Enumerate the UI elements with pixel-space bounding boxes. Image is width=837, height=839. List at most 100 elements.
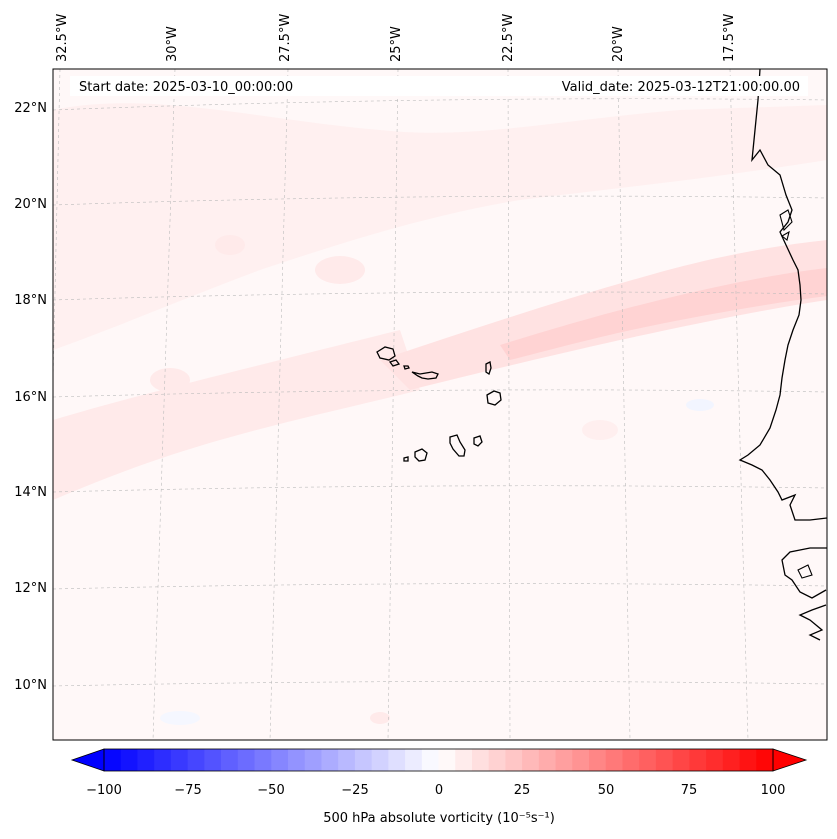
- colorbar-tick-label: 100: [761, 783, 786, 798]
- colorbar-segment: [555, 749, 573, 771]
- valid-date-label: Valid_date: 2025-03-12T21:00:00.00: [562, 80, 800, 95]
- colorbar-segment: [438, 749, 456, 771]
- lon-label: 20°W: [611, 26, 626, 62]
- colorbar-segment: [722, 749, 740, 771]
- header-box: [70, 76, 808, 96]
- colorbar-segment: [137, 749, 155, 771]
- colorbar-segment: [354, 749, 373, 771]
- colorbar-segment: [689, 749, 707, 771]
- colorbar-segment: [639, 749, 657, 771]
- colorbar-segment: [287, 749, 306, 771]
- colorbar-segment: [221, 749, 239, 771]
- colorbar-tick-label: −75: [174, 783, 201, 798]
- colorbar-segment: [672, 749, 690, 771]
- lon-label: 17.5°W: [722, 14, 737, 62]
- colorbar-segment: [488, 749, 506, 771]
- gridlines: [53, 69, 827, 740]
- lat-label: 20°N: [14, 197, 47, 212]
- vorticity-patch: [215, 235, 245, 255]
- colorbar-extend-max: [772, 748, 808, 772]
- colorbar-segment: [622, 749, 640, 771]
- lon-label: 30°W: [165, 26, 180, 62]
- colorbar-segment: [405, 749, 423, 771]
- colorbar-segment: [338, 749, 356, 771]
- colorbar-segment: [304, 749, 322, 771]
- vorticity-patch: [582, 420, 618, 440]
- map-frame: [52, 68, 828, 741]
- colorbar-segment: [371, 749, 389, 771]
- cape-verde-islands: [376, 346, 502, 462]
- colorbar-segment: [572, 749, 590, 771]
- colorbar-segment: [421, 749, 439, 771]
- vorticity-band-southwest: [53, 330, 420, 500]
- colorbar-tick-label: 25: [514, 783, 531, 798]
- lat-label: 18°N: [14, 293, 47, 308]
- colorbar-segment: [254, 749, 272, 771]
- colorbar-segment: [756, 749, 774, 771]
- island-fogo: [414, 448, 428, 462]
- colorbar-ticks: −100 −75 −50 −25 0 25 50 75 100: [86, 783, 785, 798]
- colorbar-segment: [522, 749, 540, 771]
- colorbar-segment: [455, 749, 473, 771]
- colorbar-segment: [388, 749, 406, 771]
- vorticity-patch-negative: [160, 711, 200, 725]
- colorbar-label: 500 hPa absolute vorticity (10⁻⁵s⁻¹): [323, 811, 555, 826]
- island-santiago: [449, 434, 466, 457]
- vorticity-band-northwest: [53, 103, 827, 350]
- island-boa-vista: [486, 390, 502, 406]
- lat-label: 12°N: [14, 581, 47, 596]
- lat-label: 22°N: [14, 101, 47, 116]
- latitude-labels: 22°N 20°N 18°N 16°N 14°N 12°N 10°N: [14, 101, 47, 693]
- colorbar-segment: [187, 749, 205, 771]
- colorbar-extend-min: [70, 748, 105, 772]
- vorticity-patch: [150, 368, 190, 392]
- coast-inlet: [779, 209, 813, 579]
- colorbar-segment: [706, 749, 724, 771]
- vorticity-ribbon-core: [500, 268, 827, 360]
- island-brava: [403, 456, 409, 462]
- vorticity-patch-negative: [686, 399, 714, 411]
- longitude-labels: 32.5°W 30°W 27.5°W 25°W 22.5°W 20°W 17.5…: [55, 14, 737, 62]
- vorticity-patch: [370, 712, 390, 724]
- colorbar-tick-label: −25: [341, 783, 368, 798]
- island-santa-luzia: [403, 365, 410, 370]
- island-sal: [485, 361, 492, 376]
- island-sao-vicente: [388, 359, 401, 367]
- lat-label: 10°N: [14, 678, 47, 693]
- colorbar-segment: [170, 749, 189, 771]
- island-santo-antao: [376, 346, 396, 361]
- colorbar-tick-label: 75: [681, 783, 698, 798]
- island-sao-nicolau: [411, 371, 439, 380]
- colorbar-tick-label: −100: [86, 783, 122, 798]
- map-panel: [53, 69, 827, 740]
- colorbar-segment: [655, 749, 674, 771]
- colorbar-segment: [321, 749, 339, 771]
- colorbar-tick-label: 0: [435, 783, 443, 798]
- colorbar-segment: [505, 749, 523, 771]
- start-date-label: Start date: 2025-03-10_00:00:00: [79, 80, 293, 95]
- lon-label: 25°W: [389, 26, 404, 62]
- lon-label: 32.5°W: [55, 14, 70, 62]
- colorbar-tick-label: 50: [598, 783, 615, 798]
- africa-coastline: [738, 69, 827, 641]
- vorticity-patch: [315, 256, 365, 284]
- lon-label: 27.5°W: [278, 14, 293, 62]
- colorbar-segment: [739, 749, 757, 771]
- colorbar-tick-label: −50: [257, 783, 284, 798]
- colorbar-segment: [605, 749, 623, 771]
- colorbar-segment: [237, 749, 255, 771]
- colorbar-segment: [104, 749, 122, 771]
- lat-label: 16°N: [14, 390, 47, 405]
- colorbar-segment: [271, 749, 289, 771]
- colorbar: −100 −75 −50 −25 0 25 50 75 100 500 hPa …: [70, 748, 808, 826]
- colorbar-segments: [104, 749, 774, 771]
- colorbar-segment: [589, 749, 607, 771]
- colorbar-segment: [538, 749, 556, 771]
- lat-label: 14°N: [14, 485, 47, 500]
- lon-label: 22.5°W: [501, 14, 516, 62]
- colorbar-segment: [471, 749, 490, 771]
- colorbar-segment: [204, 749, 222, 771]
- colorbar-segment: [120, 749, 138, 771]
- colorbar-segment: [154, 749, 172, 771]
